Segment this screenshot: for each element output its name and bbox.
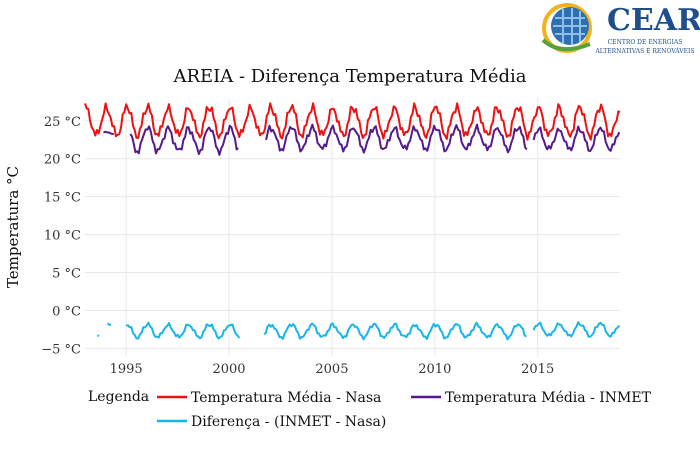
x-tick-label: 2015 bbox=[521, 362, 554, 377]
series-line-inmet bbox=[532, 125, 621, 152]
legend-label-diff: Diferença - (INMET - Nasa) bbox=[191, 414, 386, 430]
logo-subtitle-1: CENTRO DE ENERGIAS bbox=[608, 39, 683, 46]
cear-logo: CEAR CENTRO DE ENERGIAS ALTERNATIVAS E R… bbox=[541, 3, 700, 55]
x-tick-label: 2010 bbox=[418, 362, 451, 377]
legend-label-inmet: Temperatura Média - INMET bbox=[445, 390, 652, 406]
y-tick-label: 5 °C bbox=[52, 267, 81, 282]
logo-leaf-swoosh bbox=[541, 38, 591, 52]
x-tick-label: 1995 bbox=[110, 362, 143, 377]
x-tick-label: 2005 bbox=[315, 362, 348, 377]
y-tick-label: 10 °C bbox=[44, 229, 81, 244]
axis-ticks: −5 °C 0 °C 5 °C 10 °C 15 °C 20 °C 25 °C 1995 200… bbox=[41, 115, 554, 377]
logo-subtitle-2: ALTERNATIVAS E RENOVÁVEIS bbox=[594, 48, 694, 55]
series-line-diff bbox=[125, 321, 241, 340]
y-tick-label: 15 °C bbox=[44, 191, 81, 206]
logo-globe-grid bbox=[553, 8, 587, 45]
series-line-inmet bbox=[103, 130, 114, 136]
legend-label-nasa: Temperatura Média - Nasa bbox=[191, 390, 381, 406]
y-tick-label: −5 °C bbox=[41, 342, 81, 357]
series-line-inmet bbox=[129, 124, 239, 156]
series-line-diff bbox=[106, 322, 112, 326]
y-tick-label: 20 °C bbox=[44, 153, 81, 168]
y-tick-label: 0 °C bbox=[52, 304, 81, 319]
series-line-inmet bbox=[265, 123, 528, 154]
series-lines bbox=[84, 102, 621, 341]
series-line-nasa bbox=[84, 102, 621, 141]
series-line-diff bbox=[532, 321, 621, 338]
x-tick-label: 2000 bbox=[212, 362, 245, 377]
chart-title: AREIA - Diferença Temperatura Média bbox=[172, 66, 526, 87]
y-tick-label: 25 °C bbox=[44, 115, 81, 130]
legend: Legenda Temperatura Média - Nasa Tempera… bbox=[88, 389, 652, 430]
logo-title: CEAR bbox=[607, 3, 700, 38]
legend-title: Legenda bbox=[88, 389, 149, 405]
y-axis-label: Temperatura °C bbox=[4, 166, 22, 288]
grid-lines bbox=[85, 98, 620, 356]
series-line-diff bbox=[263, 321, 527, 341]
